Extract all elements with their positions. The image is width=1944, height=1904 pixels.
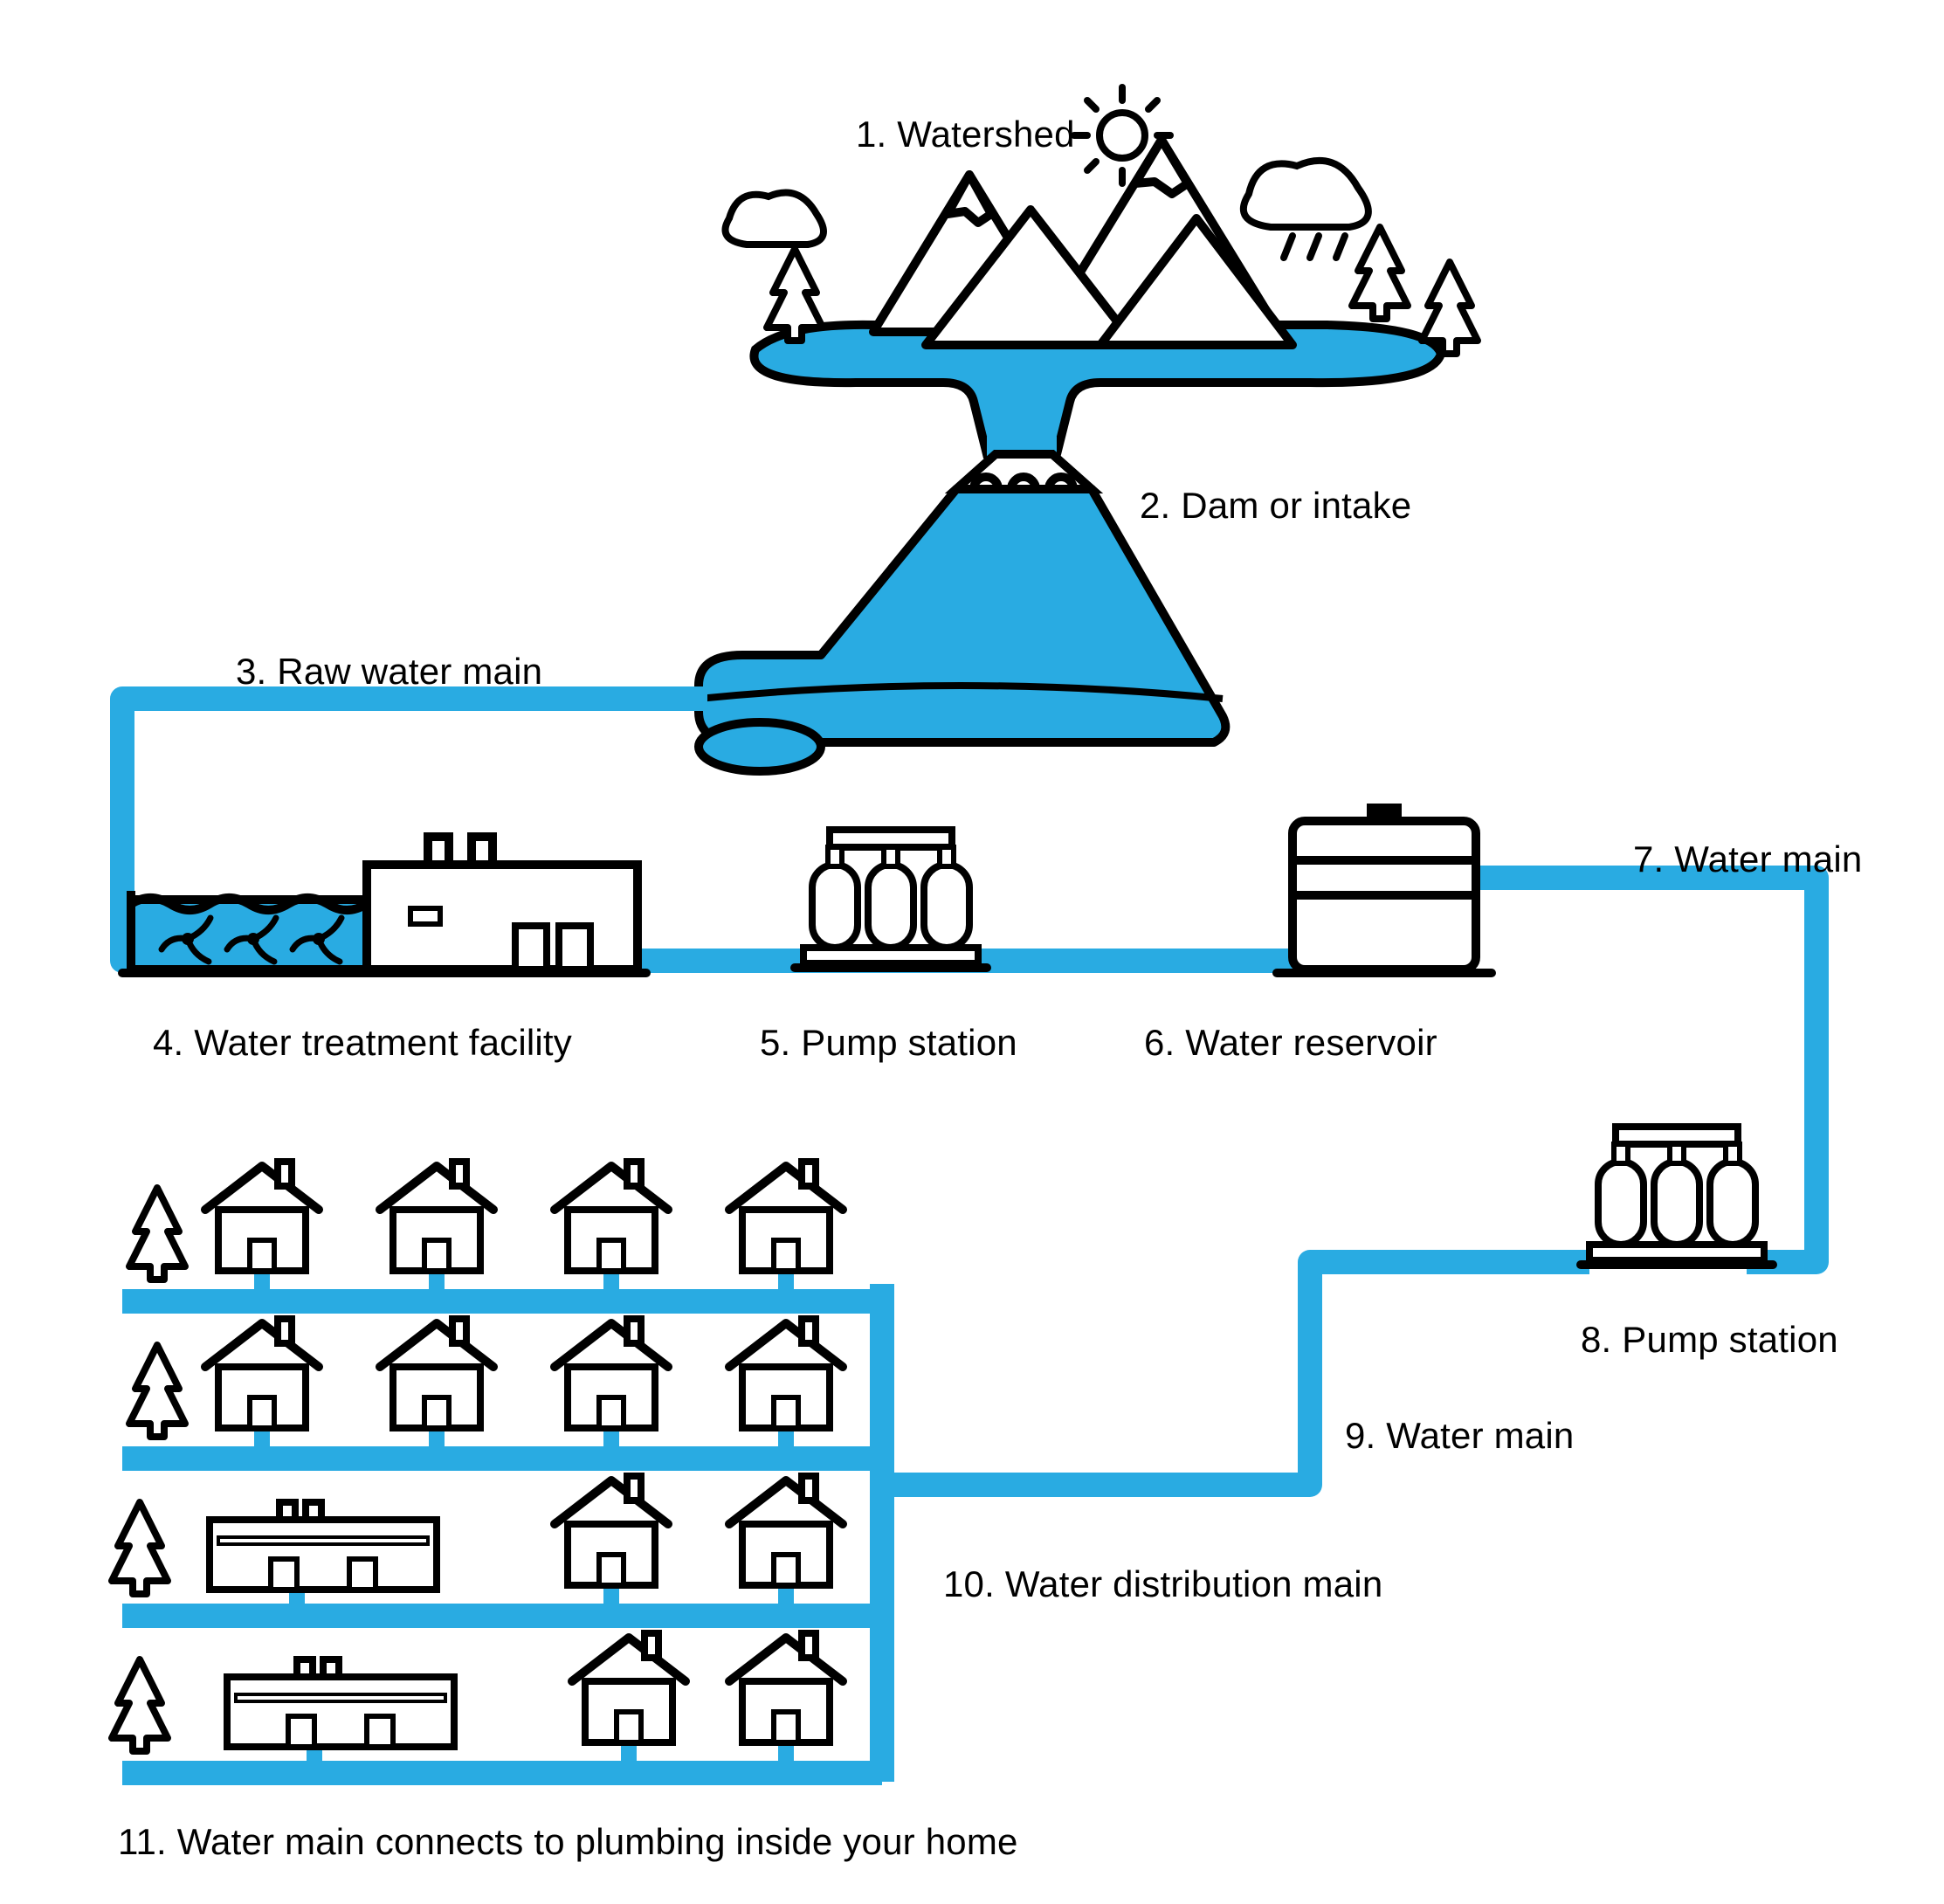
water-system-diagram: 1. Watershed 2. Dam or intake 3. Raw wat… <box>0 0 1944 1904</box>
label-raw-water-main: 3. Raw water main <box>236 651 542 693</box>
label-pump-2: 8. Pump station <box>1581 1319 1838 1361</box>
label-watershed: 1. Watershed <box>856 114 1075 155</box>
label-distribution-main: 10. Water distribution main <box>943 1563 1382 1605</box>
label-treatment: 4. Water treatment facility <box>153 1022 572 1064</box>
diagram-canvas <box>0 0 1944 1904</box>
label-dam: 2. Dam or intake <box>1140 485 1411 527</box>
pump-station-1-icon <box>795 830 987 968</box>
treatment-facility-icon <box>122 837 646 973</box>
label-reservoir: 6. Water reservoir <box>1144 1022 1437 1064</box>
label-water-main-9: 9. Water main <box>1345 1415 1574 1457</box>
label-pump-1: 5. Pump station <box>760 1022 1017 1064</box>
label-water-main-7: 7. Water main <box>1633 838 1862 880</box>
dam-icon <box>956 454 1092 489</box>
reservoir-icon <box>1277 804 1492 973</box>
watershed-icon <box>726 87 1479 472</box>
pump-station-2-icon <box>1581 1127 1773 1265</box>
label-home-plumbing: 11. Water main connects to plumbing insi… <box>118 1821 1018 1863</box>
